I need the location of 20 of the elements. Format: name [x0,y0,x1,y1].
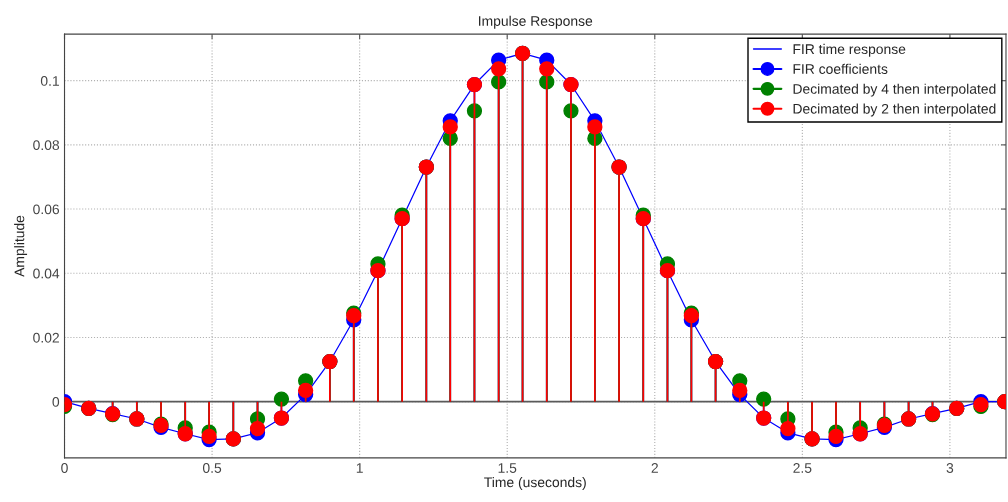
y-tick-label: 0 [52,396,60,407]
y-tick-label: 0.1 [40,76,59,86]
x-tick-label: 1.5 [498,463,517,473]
x-axis-title: Time (useconds) [484,477,586,490]
legend-label: FIR time response [793,43,906,57]
y-axis-title: Amplitude [14,215,28,277]
x-tick-label: 1 [356,463,363,473]
y-tick-label: 0.08 [33,140,60,151]
y-tick-label: 0.04 [33,268,60,279]
legend-label: FIR coefficients [793,63,888,74]
x-tick-label: 3 [946,463,954,473]
chart-title: Impulse Response [479,15,593,29]
legend-label: Decimated by 2 then interpolated [793,103,996,117]
y-tick-label: 0.02 [33,332,59,343]
x-tick-label: 2 [651,463,658,473]
x-tick-label: 2.5 [793,463,812,473]
y-tick-label: 0.06 [33,204,60,215]
x-tick-label: 0.5 [202,463,222,473]
x-tick-label: 0 [61,463,68,473]
legend-label: Decimated by 4 then interpolated [793,83,996,97]
